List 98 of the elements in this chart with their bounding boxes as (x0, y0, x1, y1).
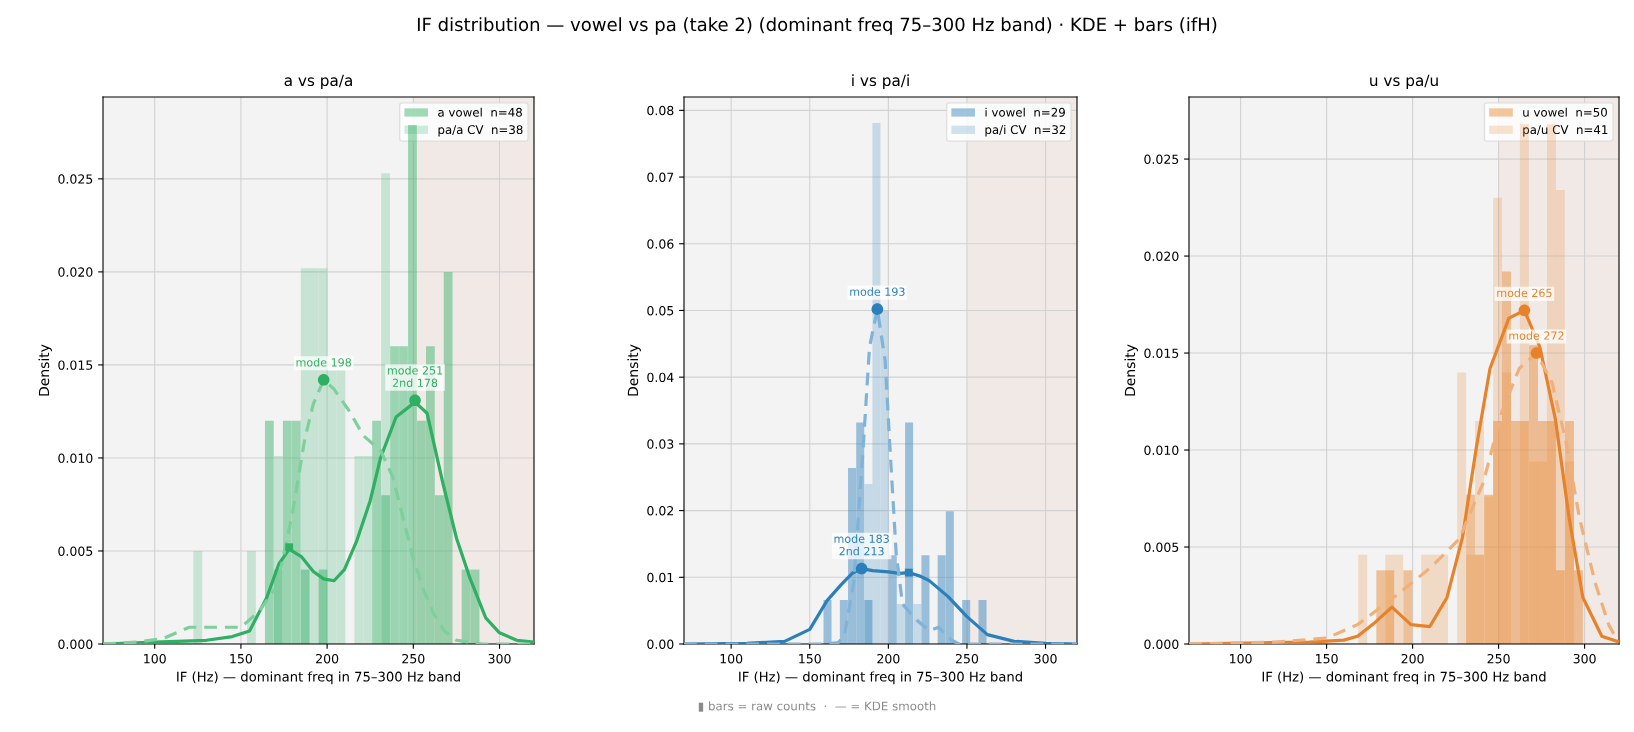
y-tick-label: 0.025 (1144, 154, 1179, 164)
legend-label: pa/i CV n=32 (985, 124, 1066, 137)
x-tick-label: 100 (720, 653, 743, 664)
chart-title: a vs pa/a (284, 74, 352, 90)
text: IF distribution — vowel vs pa (take 2) (dominant freq 75–300 Hz band) · KDE + bars (ifH) (417, 17, 1217, 35)
y-tick-label: 0.020 (58, 267, 93, 277)
bar (282, 420, 292, 644)
y-axis-title: Density (627, 344, 641, 396)
bar (1376, 570, 1386, 644)
bar (823, 599, 832, 644)
bar (193, 550, 203, 644)
annotation: mode 198 (296, 357, 352, 367)
bar (443, 271, 453, 644)
y-tick-label: 0.005 (1144, 542, 1179, 552)
x-tick-label: 300 (1034, 653, 1057, 664)
chart-title: i vs pa/i (852, 74, 909, 90)
legend-label: pa/a CV n=38 (438, 125, 523, 137)
x-axis-title: IF (Hz) — dominant freq in 75–300 Hz band (177, 671, 460, 685)
x-tick-label: 250 (1487, 653, 1510, 664)
bar (1529, 461, 1538, 644)
y-tick-label: 0.08 (647, 105, 674, 116)
y-tick-label: 0.000 (58, 639, 93, 649)
x-tick-label: 200 (1401, 653, 1424, 664)
y-tick-label: 0.02 (647, 506, 674, 516)
bar (1466, 554, 1476, 644)
point (409, 394, 421, 407)
bar (1385, 554, 1395, 644)
annotation: mode 193 (850, 287, 905, 296)
x-tick-label: 150 (230, 653, 253, 664)
bar (381, 173, 390, 644)
x-tick-label: 300 (488, 653, 511, 664)
legend-label: a vowel n=48 (438, 107, 522, 117)
annotation: mode 272 (1509, 331, 1564, 340)
y-tick-label: 0.025 (58, 174, 93, 184)
y-tick-label: 0.03 (647, 439, 674, 449)
y-tick-label: 0.015 (1144, 348, 1179, 358)
y-tick-label: 0.010 (58, 453, 93, 463)
x-axis-title: IF (Hz) — dominant freq in 75–300 Hz band (739, 671, 1022, 685)
x-tick-label: 250 (402, 653, 425, 664)
y-tick-label: 0.05 (647, 305, 674, 316)
bar (291, 420, 301, 644)
text: ▮ bars = raw counts · — = KDE smooth (698, 701, 936, 712)
point (855, 562, 868, 575)
x-tick-label: 300 (1573, 653, 1596, 664)
bar (896, 603, 905, 644)
legend-label: pa/u CV n=41 (1523, 125, 1608, 137)
y-tick-label: 0.015 (58, 360, 93, 370)
point (871, 303, 884, 315)
x-tick-label: 150 (1316, 653, 1338, 664)
bar (354, 456, 364, 644)
bar (1537, 461, 1547, 644)
bar (913, 603, 922, 644)
x-axis-title: IF (Hz) — dominant freq in 75–300 Hz band (1262, 671, 1546, 685)
y-tick-label: 0.01 (647, 572, 674, 583)
bar (1457, 372, 1467, 644)
bar (372, 420, 381, 644)
bar (417, 420, 426, 644)
bar (363, 456, 373, 644)
point (904, 568, 913, 577)
y-tick-label: 0.07 (647, 172, 674, 182)
y-tick-label: 0.000 (1144, 639, 1179, 649)
legend-label: u vowel n=50 (1523, 107, 1607, 117)
bar (1358, 554, 1368, 644)
y-tick-label: 0.010 (1144, 445, 1179, 455)
x-tick-label: 100 (1230, 653, 1252, 664)
y-tick-label: 0.00 (647, 639, 674, 649)
y-tick-label: 0.005 (58, 546, 93, 556)
bar (1502, 372, 1511, 644)
bar (247, 550, 256, 644)
annotation: mode 251 2nd 178 (387, 365, 443, 387)
x-tick-label: 150 (799, 653, 821, 664)
x-tick-label: 200 (877, 653, 900, 664)
x-tick-label: 100 (144, 653, 166, 664)
annotation: mode 183 2nd 213 (834, 534, 889, 556)
bar (921, 555, 930, 644)
bar (1394, 554, 1404, 644)
y-tick-label: 0.06 (647, 239, 674, 249)
x-tick-label: 250 (955, 653, 979, 664)
y-tick-label: 0.04 (647, 372, 674, 383)
y-tick-label: 0.020 (1144, 251, 1179, 261)
bar (1510, 420, 1520, 644)
x-tick-label: 200 (316, 653, 339, 664)
bar (264, 420, 274, 644)
bar (434, 495, 444, 644)
y-axis-title: Density (38, 344, 52, 396)
bar (905, 422, 914, 644)
bar (273, 456, 283, 644)
bar (937, 555, 946, 644)
bar (1475, 420, 1484, 644)
annotation: mode 265 (1497, 288, 1552, 298)
y-axis-title: Density (1124, 344, 1138, 396)
chart-title: u vs pa/u (1370, 74, 1438, 90)
point (285, 543, 294, 552)
bar (1421, 554, 1431, 644)
point (317, 373, 330, 386)
bar (945, 511, 954, 644)
bar (888, 555, 897, 644)
legend-label: i vowel n=29 (985, 107, 1065, 117)
